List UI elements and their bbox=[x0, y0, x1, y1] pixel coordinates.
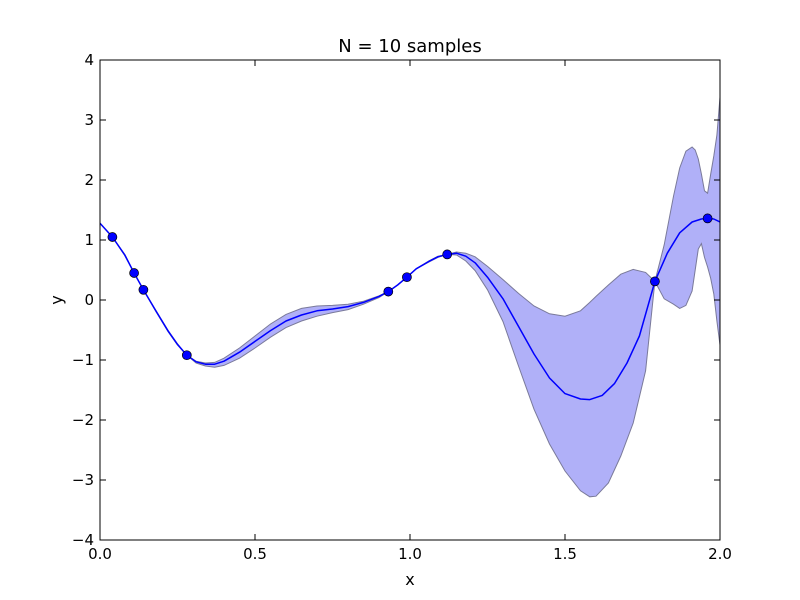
y-tick-label: −4 bbox=[72, 531, 94, 549]
sample-point bbox=[702, 213, 713, 224]
sample-point bbox=[650, 276, 660, 287]
y-tick-label: −3 bbox=[72, 471, 94, 489]
y-tick-label: 4 bbox=[84, 51, 94, 69]
mean-line bbox=[100, 217, 720, 401]
chart-title: N = 10 samples bbox=[338, 36, 481, 57]
y-tick-label: 3 bbox=[84, 111, 94, 129]
sample-point bbox=[383, 286, 394, 297]
y-tick-label: 2 bbox=[84, 171, 94, 189]
y-axis-label: y bbox=[47, 295, 66, 304]
y-tick-label: 1 bbox=[84, 231, 94, 249]
sample-point bbox=[442, 249, 453, 260]
sample-point bbox=[402, 272, 412, 283]
x-tick-label: 0.5 bbox=[243, 545, 267, 563]
x-tick-label: 1.5 bbox=[553, 545, 577, 563]
plot-area bbox=[100, 97, 720, 498]
axis-ticks: 0.0 0.5 1.0 1.5 2.0 −4 −3 −2 −1 0 1 2 3 4 bbox=[72, 51, 732, 563]
y-tick-label: 0 bbox=[84, 291, 94, 309]
confidence-band bbox=[100, 97, 720, 498]
sample-point bbox=[107, 232, 118, 242]
x-tick-label: 1.0 bbox=[398, 545, 422, 563]
sample-point bbox=[138, 284, 149, 295]
y-tick-label: −2 bbox=[72, 411, 94, 429]
sample-point bbox=[181, 350, 192, 361]
y-tick-label: −1 bbox=[72, 351, 94, 369]
x-axis-label: x bbox=[405, 570, 414, 589]
x-tick-label: 2.0 bbox=[708, 545, 732, 563]
sample-point bbox=[129, 268, 139, 278]
x-tick-label: 0.0 bbox=[88, 545, 112, 563]
